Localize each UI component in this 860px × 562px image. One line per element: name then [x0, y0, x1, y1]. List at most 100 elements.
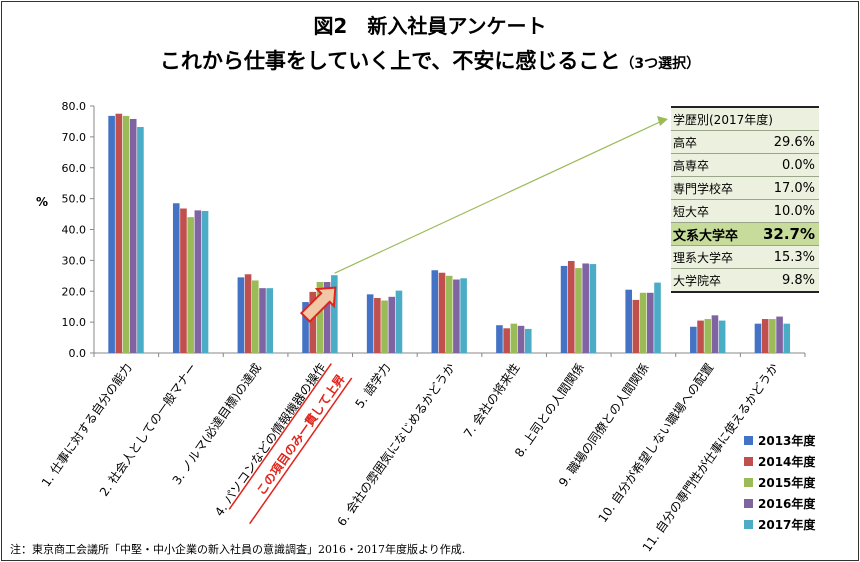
pointer-line [334, 120, 663, 274]
x-tick-label: 7. 会社の将来性 [460, 360, 522, 440]
legend-swatch [744, 457, 753, 466]
legend: 2013年度 2014年度 2015年度 2016年度 2017年度 [744, 430, 815, 535]
bar-2015年度 [445, 275, 453, 353]
x-tick-label: 8. 上司との人間関係 [512, 361, 587, 460]
bar-2015年度 [122, 115, 130, 353]
y-tick-label: 40.0 [62, 224, 87, 237]
inset-table-row: 高専卒 0.0% [671, 153, 819, 177]
bar-2017年度 [137, 127, 144, 353]
inset-row-value: 9.8% [751, 268, 819, 293]
legend-label: 2013年度 [758, 434, 816, 448]
y-tick-label: 50.0 [62, 193, 87, 206]
bar-2013年度 [690, 326, 697, 353]
bar-2015年度 [316, 281, 324, 353]
legend-swatch [744, 520, 753, 529]
bar-2016年度 [582, 263, 589, 353]
bar-2014年度 [115, 113, 123, 353]
y-tick-label: 10.0 [62, 316, 87, 329]
bar-2016年度 [647, 292, 654, 353]
bar-2017年度 [201, 210, 209, 353]
bar-2016年度 [259, 288, 266, 353]
inset-row-value: 17.0% [751, 176, 819, 200]
legend-swatch [744, 436, 753, 445]
bar-2015年度 [575, 268, 582, 353]
bar-2017年度 [460, 278, 467, 353]
inset-row-value: 0.0% [751, 153, 819, 177]
legend-item: 2013年度 [744, 430, 815, 451]
inset-table-row: 大学院卒 9.8% [671, 268, 819, 293]
bar-2016年度 [517, 325, 525, 353]
legend-label: 2014年度 [758, 455, 816, 469]
legend-swatch [744, 499, 753, 508]
pointer-arrowhead [657, 116, 668, 126]
chart-title: 図2 新入社員アンケート [313, 14, 547, 38]
bar-2014年度 [761, 319, 769, 353]
bar-2017年度 [718, 320, 726, 353]
bar-2016年度 [453, 279, 460, 353]
bar-2014年度 [309, 291, 317, 353]
inset-row-label: 高専卒 [671, 153, 752, 177]
bar-2014年度 [438, 272, 446, 353]
inset-table-row: 専門学校卒 17.0% [671, 176, 819, 200]
inset-row-label: 高卒 [671, 130, 752, 154]
x-tick-label: 5. 語学力 [352, 360, 394, 411]
bar-2017年度 [266, 288, 273, 353]
legend-item: 2014年度 [744, 451, 815, 472]
y-axis-label: % [36, 195, 48, 209]
inset-row-label: 短大卒 [671, 199, 752, 223]
legend-label: 2017年度 [758, 518, 816, 532]
bar-2016年度 [711, 315, 719, 353]
bar-2014年度 [244, 274, 252, 353]
inset-row-value: 29.6% [751, 130, 819, 154]
bar-2015年度 [187, 217, 194, 353]
bar-2014年度 [697, 320, 704, 353]
bar-2013年度 [431, 270, 439, 353]
y-tick-label: 30.0 [62, 254, 87, 267]
bar-2015年度 [510, 323, 518, 353]
bar-2015年度 [381, 300, 388, 353]
inset-row-value: 32.7% [751, 222, 819, 246]
bar-2013年度 [108, 115, 115, 353]
bar-2016年度 [194, 210, 202, 353]
rising-arrow-icon [299, 286, 337, 323]
y-tick-label: 80.0 [62, 100, 87, 113]
bar-2013年度 [754, 323, 762, 353]
bar-2013年度 [560, 265, 568, 353]
bar-2013年度 [237, 277, 245, 353]
bar-2013年度 [496, 325, 503, 353]
bar-2014年度 [374, 298, 381, 353]
y-tick-label: 70.0 [62, 131, 87, 144]
legend-swatch [744, 478, 753, 487]
inset-table-row: 高卒 29.6% [671, 130, 819, 154]
bar-2014年度 [567, 260, 575, 353]
bar-2016年度 [388, 296, 396, 353]
inset-table-row: 文系大学卒 32.7% [671, 222, 819, 246]
chart-subtitle: これから仕事をしていく上で、不安に感じること（3つ選択） [0, 45, 860, 75]
bar-2016年度 [323, 281, 331, 353]
y-tick-label: 20.0 [62, 285, 87, 298]
inset-row-label: 理系大学卒 [671, 245, 752, 269]
bar-2015年度 [704, 319, 712, 353]
inset-table-header-row: 学歴別(2017年度) [671, 106, 819, 131]
legend-label: 2016年度 [758, 497, 816, 511]
bar-2013年度 [625, 289, 633, 353]
bar-2014年度 [632, 299, 640, 353]
legend-item: 2017年度 [744, 514, 815, 535]
bar-2015年度 [251, 280, 259, 353]
legend-item: 2016年度 [744, 493, 815, 514]
inset-table-row: 理系大学卒 15.3% [671, 245, 819, 269]
annotation-underline [249, 377, 353, 525]
bar-2017年度 [783, 323, 791, 353]
bar-2017年度 [654, 282, 661, 353]
subtitle-main: これから仕事をしていく上で、不安に感じること [159, 49, 621, 73]
y-tick-label: 60.0 [62, 162, 87, 175]
x-tick-label: 10. 自分が希望しない職場への配置 [595, 360, 717, 525]
inset-row-label: 大学院卒 [671, 268, 752, 293]
bar-2013年度 [302, 302, 309, 353]
bar-2017年度 [524, 328, 532, 353]
bar-2016年度 [129, 118, 137, 353]
education-inset-table: 学歴別(2017年度) 高卒 29.6% 高専卒 0.0% 専門学校卒 17.0% 短大卒 10… [671, 106, 819, 293]
bar-2014年度 [503, 328, 510, 353]
